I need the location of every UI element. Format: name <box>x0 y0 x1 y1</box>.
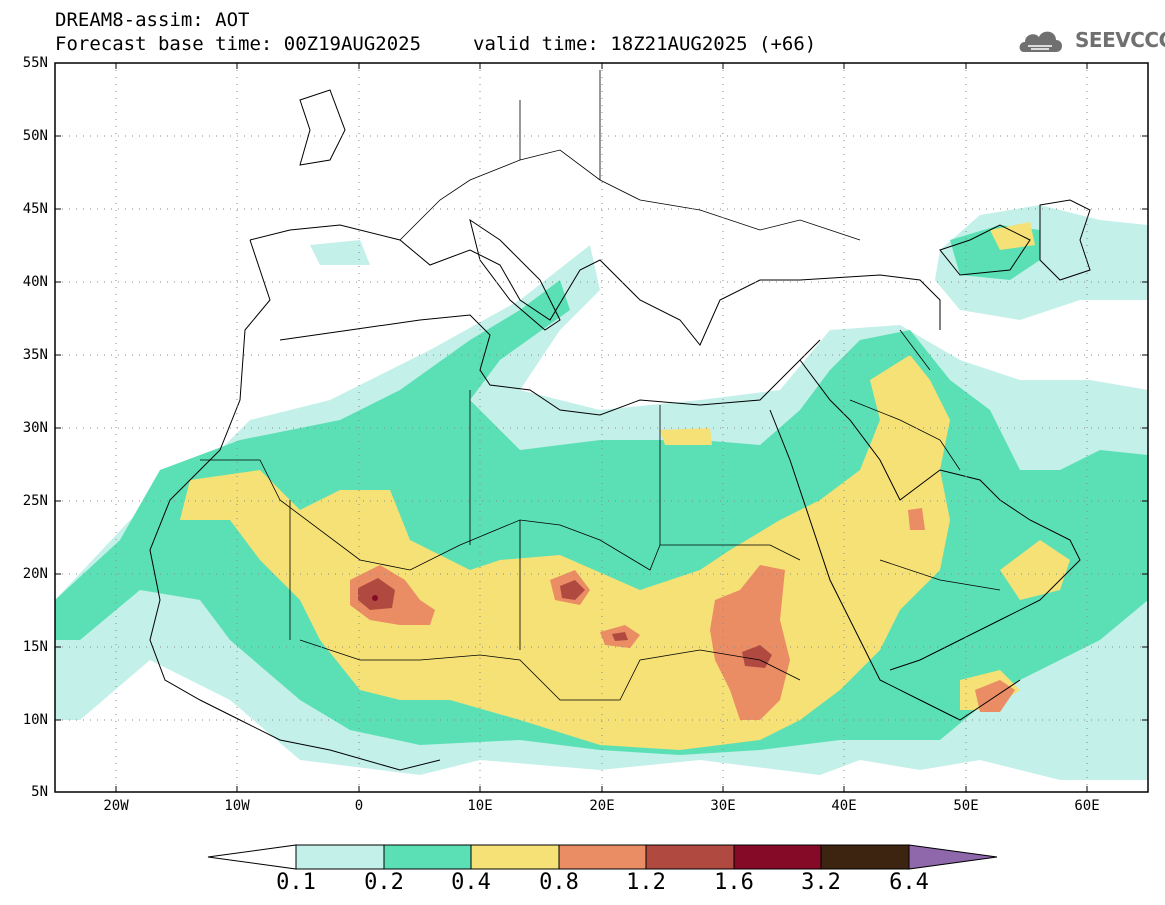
base-time: Forecast base time: 00Z19AUG2025 <box>55 33 422 55</box>
border-sahel <box>299 639 801 701</box>
cloud-logo-icon <box>1019 31 1062 52</box>
colorbar <box>207 844 998 870</box>
lon-label: 10E <box>467 798 493 814</box>
colorbar-label: 0.1 <box>276 870 316 895</box>
colorbar-swatch-3 <box>558 844 647 870</box>
lat-label: 15N <box>22 639 48 655</box>
lon-label: 60E <box>1074 798 1100 814</box>
lat-label: 5N <box>31 784 48 800</box>
aot-contour-1.2 <box>358 578 395 610</box>
colorbar-low-arrow <box>207 844 297 870</box>
aot-contour-0.8 <box>710 565 790 720</box>
border-sahara <box>200 459 801 571</box>
colorbar-swatch-1 <box>383 844 472 870</box>
lon-label: 50E <box>953 798 979 814</box>
aot-contour-0.8 <box>975 680 1015 712</box>
lon-label: 20W <box>103 798 129 814</box>
country-borders <box>200 70 1001 701</box>
lon-ticks <box>115 63 1088 792</box>
coastline-europe <box>249 224 941 346</box>
colorbar-label: 6.4 <box>889 870 929 895</box>
aot-contour-0.4 <box>990 222 1035 250</box>
coastline-italy <box>469 218 561 331</box>
colorbar-label: 1.6 <box>714 870 754 895</box>
lat-label: 45N <box>22 201 48 217</box>
colorbar-swatch-4 <box>645 844 735 870</box>
coastlines <box>149 89 1091 771</box>
border-middle-east <box>849 329 1001 591</box>
colorbar-high-arrow <box>908 844 998 870</box>
coastline-west-africa <box>149 239 441 771</box>
valid-time: valid time: 18Z21AUG2025 (+66) <box>473 33 817 55</box>
lon-label: 10W <box>224 798 250 814</box>
colorbar-label: 0.2 <box>364 870 404 895</box>
lat-label: 55N <box>22 55 48 71</box>
time-info: Forecast base time: 00Z19AUG2025 valid ti… <box>55 33 816 55</box>
colorbar-swatch-5 <box>733 844 822 870</box>
logo-text: SEEVCCC <box>1075 28 1165 52</box>
lat-label: 30N <box>22 420 48 436</box>
lat-label: 20N <box>22 566 48 582</box>
aot-contour-0.1 <box>310 240 370 265</box>
border-sahara <box>289 390 661 650</box>
aot-field <box>55 205 1148 780</box>
map-title: DREAM8-assim: AOT <box>55 9 250 31</box>
lat-label: 35N <box>22 347 48 363</box>
colorbar-label: 0.4 <box>451 870 491 895</box>
coastline-arabia <box>799 359 1081 671</box>
coastline-north-africa <box>279 314 821 416</box>
colorbar-swatch-6 <box>820 844 910 870</box>
aot-contour-1.6 <box>372 595 378 601</box>
colorbar-swatch-0 <box>295 844 385 870</box>
coastline-uk <box>299 89 346 166</box>
lat-label: 25N <box>22 493 48 509</box>
coastline-caspian <box>1039 199 1091 281</box>
coastline-black-sea <box>939 224 1031 276</box>
colorbar-swatch-2 <box>470 844 560 870</box>
aot-contour-0.8 <box>908 508 925 530</box>
lat-label: 40N <box>22 274 48 290</box>
lat-label: 50N <box>22 128 48 144</box>
colorbar-label: 1.2 <box>626 870 666 895</box>
aot-contour-0.4 <box>660 428 712 445</box>
lon-label: 0 <box>354 798 364 814</box>
lon-label: 40E <box>831 798 857 814</box>
aot-contour-1.2 <box>560 580 585 600</box>
coastline-red-sea <box>769 409 1021 721</box>
lon-label: 20E <box>589 798 615 814</box>
aot-contour-1.2 <box>612 632 628 641</box>
colorbar-label: 0.8 <box>539 870 579 895</box>
colorbar-label: 3.2 <box>801 870 841 895</box>
lon-label: 30E <box>710 798 736 814</box>
lat-label: 10N <box>22 712 48 728</box>
graticule <box>55 63 1148 792</box>
border-europe <box>399 70 861 241</box>
aot-contour-0.4 <box>1000 540 1070 600</box>
axis-ticks <box>55 62 1148 793</box>
lat-ticks <box>55 62 1148 793</box>
